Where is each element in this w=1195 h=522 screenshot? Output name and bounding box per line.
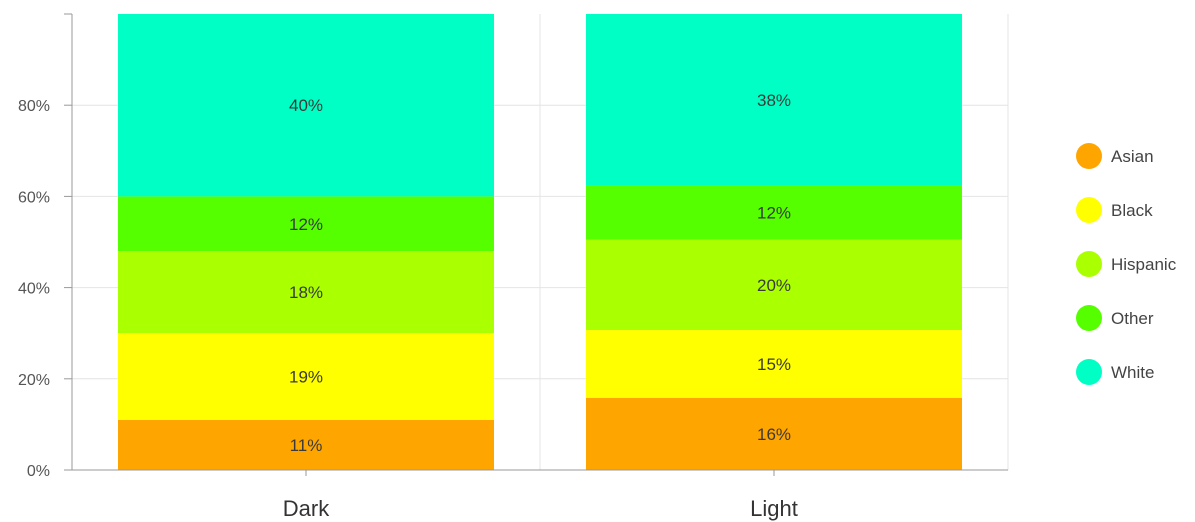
data-label-light-hispanic: 20% [757, 276, 791, 295]
data-label-light-asian: 16% [757, 425, 791, 444]
bar-segment-light-other [586, 185, 962, 240]
bar-segment-dark-hispanic [118, 251, 494, 334]
data-label-light-black: 15% [757, 355, 791, 374]
data-label-dark-other: 12% [289, 215, 323, 234]
bar-segment-light-asian [586, 397, 962, 470]
bar-segment-light-black [586, 330, 962, 398]
x-tick-label-dark: Dark [283, 496, 330, 521]
y-tick-label-40: 40% [18, 281, 50, 298]
data-label-light-white: 38% [757, 91, 791, 110]
data-label-dark-hispanic: 18% [289, 283, 323, 302]
axes: Dark Light 0% 20% 40% 60% 80% [18, 13, 1008, 521]
legend-label-black: Black [1111, 201, 1153, 220]
legend-label-other: Other [1111, 309, 1154, 328]
bar-segment-dark-black [118, 333, 494, 420]
legend: Asian Black Hispanic Other White [1076, 143, 1177, 385]
bar-segment-light-hispanic [586, 239, 962, 331]
bar-segment-dark-asian [118, 419, 494, 470]
bar-segment-dark-white [118, 14, 494, 197]
data-label-light-other: 12% [757, 204, 791, 223]
legend-label-hispanic: Hispanic [1111, 255, 1177, 274]
y-tick-label-80: 80% [18, 98, 50, 115]
legend-label-asian: Asian [1111, 147, 1154, 166]
legend-swatch-black [1076, 197, 1102, 223]
y-tick-label-20: 20% [18, 372, 50, 389]
data-label-dark-asian: 11% [290, 436, 323, 455]
y-tick-label-60: 60% [18, 189, 50, 206]
legend-label-white: White [1111, 363, 1154, 382]
legend-swatch-asian [1076, 143, 1102, 169]
legend-swatch-white [1076, 359, 1102, 385]
bars: 11% 19% 18% 12% 40% 16% 15% 20% 12% 38% [118, 14, 962, 470]
data-label-dark-white: 40% [289, 96, 323, 115]
y-tick-label-0: 0% [27, 463, 50, 480]
bar-segment-dark-other [118, 196, 494, 252]
legend-swatch-hispanic [1076, 251, 1102, 277]
x-tick-label-light: Light [750, 496, 798, 521]
legend-swatch-other [1076, 305, 1102, 331]
bar-segment-light-white [586, 14, 962, 186]
data-label-dark-black: 19% [289, 368, 323, 387]
